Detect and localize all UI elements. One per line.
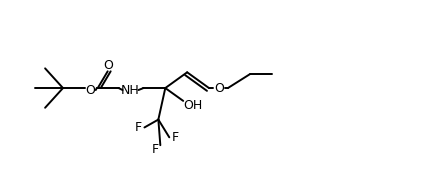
Text: OH: OH	[184, 99, 203, 112]
Text: NH: NH	[121, 84, 140, 97]
Text: F: F	[152, 143, 159, 156]
Text: O: O	[104, 59, 114, 72]
Text: O: O	[85, 84, 95, 97]
Text: F: F	[172, 131, 179, 144]
Text: O: O	[214, 82, 224, 95]
Text: F: F	[135, 121, 142, 134]
